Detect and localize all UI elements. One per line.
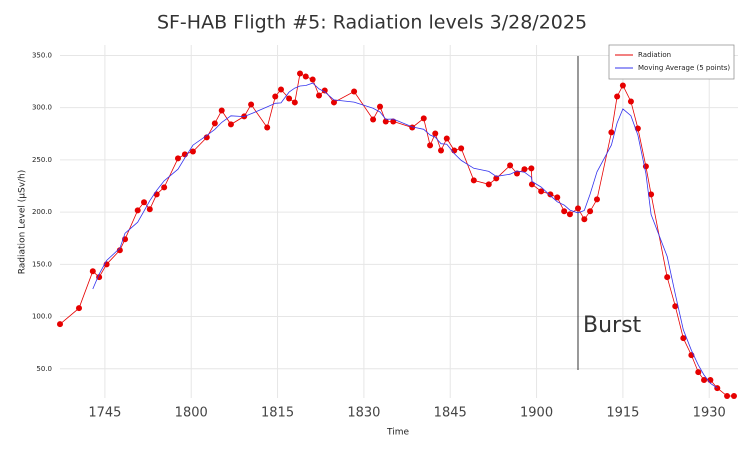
data-point <box>566 211 573 218</box>
data-point <box>189 148 196 155</box>
data-point <box>547 191 554 198</box>
data-point <box>153 191 160 198</box>
data-point <box>470 177 477 184</box>
data-point <box>330 99 337 106</box>
data-point <box>608 129 615 136</box>
data-point <box>672 303 679 310</box>
data-point <box>89 268 96 275</box>
data-point <box>161 184 168 191</box>
data-point <box>427 142 434 149</box>
data-point <box>730 393 737 400</box>
data-point <box>75 305 82 312</box>
data-point <box>297 70 304 77</box>
x-tick-label: 1915 <box>606 406 639 421</box>
data-point <box>438 147 445 154</box>
data-point <box>581 216 588 223</box>
data-point <box>724 393 731 400</box>
data-point <box>701 377 708 384</box>
data-point <box>521 166 528 173</box>
data-point <box>382 118 389 125</box>
data-point <box>286 95 293 102</box>
data-point <box>561 208 568 215</box>
data-point <box>538 188 545 195</box>
data-point <box>619 82 626 89</box>
y-tick-label: 350.0 <box>32 51 52 59</box>
data-point <box>211 120 218 127</box>
x-tick-label: 1745 <box>88 406 121 421</box>
data-point <box>146 206 153 213</box>
legend-label: Moving Average (5 points) <box>638 64 730 72</box>
data-point <box>174 155 181 162</box>
data-point <box>309 76 316 83</box>
data-point <box>587 208 594 215</box>
annotation-text: Burst <box>583 313 642 338</box>
y-tick-label: 200.0 <box>32 208 52 216</box>
data-point <box>664 274 671 281</box>
data-point <box>420 115 427 122</box>
y-axis-label: Radiation Level (µSv/h) <box>18 170 28 275</box>
x-axis-label: Time <box>386 428 409 438</box>
data-point <box>264 124 271 131</box>
data-point <box>554 194 561 201</box>
data-point <box>443 135 450 142</box>
data-point <box>248 101 255 108</box>
chart-title: SF-HAB Fligth #5: Radiation levels 3/28/… <box>157 12 587 34</box>
data-point <box>493 175 500 182</box>
data-point <box>272 93 279 100</box>
data-point <box>291 99 298 106</box>
data-point <box>141 199 148 206</box>
data-point <box>203 134 210 141</box>
x-tick-label: 1815 <box>261 406 294 421</box>
y-tick-label: 100.0 <box>32 313 52 321</box>
data-point <box>614 93 621 100</box>
data-point <box>593 196 600 203</box>
legend-box <box>608 44 735 80</box>
y-tick-label: 50.0 <box>36 365 52 373</box>
data-point <box>227 121 234 128</box>
x-tick-label: 1930 <box>693 406 726 421</box>
x-tick-label: 1845 <box>434 406 467 421</box>
data-point <box>302 73 309 80</box>
data-point <box>648 191 655 198</box>
y-tick-label: 250.0 <box>32 156 52 164</box>
x-tick-label: 1830 <box>347 406 380 421</box>
data-point <box>507 162 514 169</box>
legend-label: Radiation <box>638 51 671 59</box>
data-point <box>528 165 535 172</box>
data-point <box>627 98 634 105</box>
data-point <box>377 103 384 110</box>
data-point <box>96 274 103 281</box>
y-tick-label: 150.0 <box>32 260 52 268</box>
data-point <box>351 88 358 95</box>
data-point <box>116 247 123 254</box>
data-point <box>695 369 702 376</box>
data-point <box>574 205 581 212</box>
data-point <box>57 321 63 328</box>
y-tick-label: 300.0 <box>32 104 52 112</box>
data-point <box>218 107 225 114</box>
series-line <box>92 82 718 389</box>
data-point <box>134 207 141 214</box>
data-point <box>321 87 328 94</box>
data-point <box>485 181 492 188</box>
x-tick-label: 1900 <box>520 406 553 421</box>
data-point <box>458 145 465 152</box>
data-point <box>680 335 687 342</box>
data-point <box>528 181 535 188</box>
x-tick-label: 1800 <box>175 406 208 421</box>
data-point <box>432 130 439 137</box>
data-point <box>278 86 285 93</box>
data-point <box>370 116 377 123</box>
data-point <box>315 92 322 99</box>
